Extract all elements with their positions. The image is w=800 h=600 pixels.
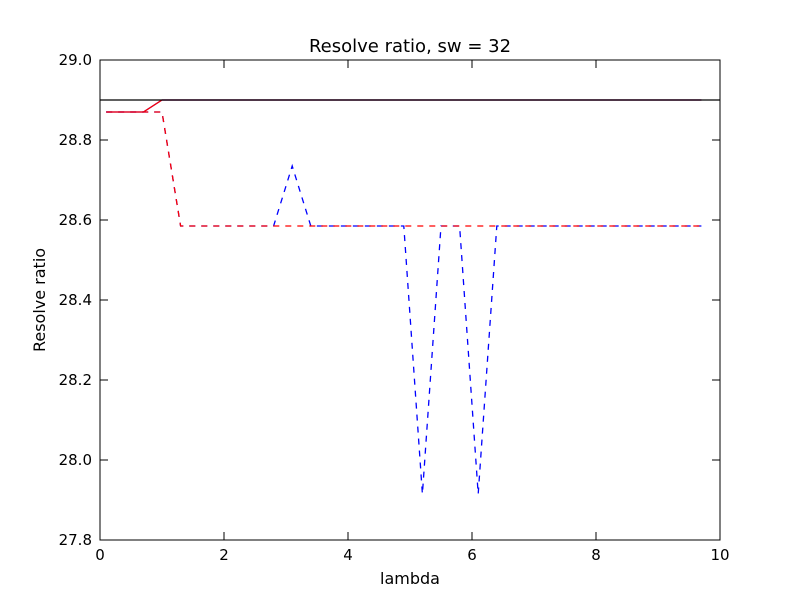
x-tick-label: 4 [343, 546, 353, 564]
y-tick-label: 28.8 [59, 131, 92, 149]
x-tick-label: 2 [219, 546, 229, 564]
y-tick-label: 28.4 [59, 291, 92, 309]
series-layer [100, 99, 720, 495]
chart-title: Resolve ratio, sw = 32 [309, 36, 511, 57]
y-tick-label: 28.0 [59, 451, 92, 469]
y-axis: 27.8 28.0 28.2 28.4 28.6 28.8 29.0 [59, 51, 720, 549]
x-tick-label: 6 [467, 546, 477, 564]
x-axis: 0 2 4 6 8 10 [95, 60, 730, 564]
y-axis-label: Resolve ratio [30, 248, 49, 352]
x-tick-label: 10 [710, 546, 729, 564]
y-tick-label: 28.2 [59, 371, 92, 389]
y-tick-label: 27.8 [59, 531, 92, 549]
x-tick-label: 8 [591, 546, 601, 564]
x-axis-label: lambda [380, 569, 440, 588]
x-tick-label: 0 [95, 546, 105, 564]
y-tick-label: 28.6 [59, 211, 92, 229]
y-tick-label: 29.0 [59, 51, 92, 69]
